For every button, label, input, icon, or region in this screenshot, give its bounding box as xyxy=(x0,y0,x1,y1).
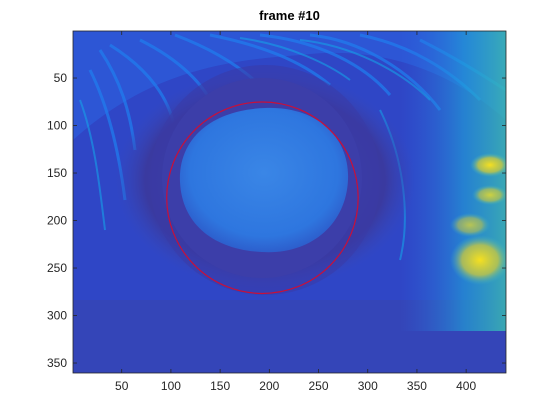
x-tick-label: 300 xyxy=(358,379,378,393)
y-tick-label: 200 xyxy=(47,214,67,228)
y-tick-label: 50 xyxy=(54,71,68,85)
y-tick-label: 300 xyxy=(47,309,67,323)
axis-ticks: 50 100 150 200 250 300 350 400 50 100 150 200 250 300… xyxy=(47,31,506,393)
y-tick-label: 350 xyxy=(47,356,67,370)
x-tick-label: 250 xyxy=(309,379,329,393)
y-tick-label: 150 xyxy=(47,166,67,180)
y-tick-label: 250 xyxy=(47,261,67,275)
x-tick-label: 350 xyxy=(407,379,427,393)
x-tick-label: 400 xyxy=(456,379,476,393)
figure-title: frame #10 xyxy=(259,8,320,23)
fitted-circle xyxy=(166,101,359,295)
x-tick-label: 50 xyxy=(115,379,129,393)
x-tick-label: 100 xyxy=(161,379,181,393)
axes-box xyxy=(72,30,507,374)
x-tick-label: 200 xyxy=(259,379,279,393)
image-content xyxy=(73,31,506,373)
x-tick-label: 150 xyxy=(210,379,230,393)
y-tick-label: 100 xyxy=(47,119,67,133)
